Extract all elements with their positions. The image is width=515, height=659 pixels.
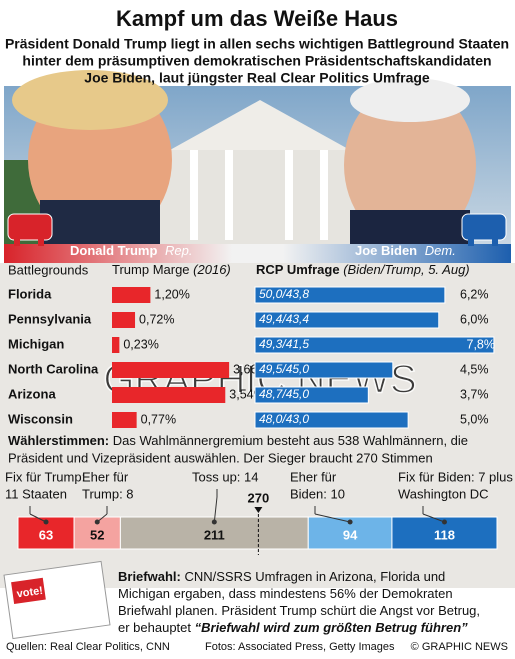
leader-line [29,513,47,523]
trump-name: Donald Trump [70,243,157,258]
poll-label: 50,0/43,8 [259,287,309,301]
mail-text: Briefwahl: CNN/SSRS Umfragen in Arizona,… [118,569,445,584]
biden-name: Joe Biden [355,243,417,258]
state-name: Pennsylvania [8,311,92,326]
biden-label: Joe Biden Dem. [355,243,456,258]
mail-icon-text: vote! [16,585,44,601]
biden-lead-label: 3,7% [460,387,489,401]
poll-label: 49,4/43,4 [259,312,309,326]
electoral-value: 63 [39,527,53,542]
electoral-group-label: Toss up: 14 [192,469,259,484]
footer-copyright: © GRAPHIC NEWS [411,641,508,653]
subtitle-line: Präsident Donald Trump liegt in allen se… [5,36,509,52]
subtitle-line: Joe Biden, laut jüngster Real Clear Poli… [84,70,430,86]
electoral-segment [17,516,75,550]
electoral-lead: Wählerstimmen: [8,433,109,448]
state-name: Arizona [8,386,56,401]
electoral-text: Wählerstimmen: Das Wahlmännergremium bes… [8,433,468,448]
leader-dot [347,519,353,525]
footer-sources: Quellen: Real Clear Politics, CNN [6,641,170,653]
biden-lead-bar [254,311,440,329]
column-margin-note: (2016) [193,262,231,277]
electoral-group-label: Trump: 8 [82,486,134,501]
state-name: Wisconsin [8,411,73,426]
mail-line-text: Briefwahl planen. Präsident Trump schürt… [118,603,480,618]
column-margin-title: Trump Marge [112,262,190,277]
poll-label: 49,5/45,0 [259,362,309,376]
leader-line [314,513,351,523]
trump-party: Rep. [165,243,192,258]
biden-lead-label: 6,2% [460,287,489,301]
electoral-group-label: Eher für [290,469,337,484]
trump-margin-label: 0,72% [139,312,174,326]
photo [4,70,511,263]
trump-margin-bar [112,287,151,303]
leader-dot [211,519,217,525]
majority-label: 270 [248,490,270,505]
trump-margin-bar [112,412,137,428]
mail-line-text: Michigan ergaben, dass mindestens 56% de… [118,586,453,601]
electoral-value: 94 [343,527,358,542]
biden-lead-bar [254,411,409,429]
electoral-line: Präsident und Vizepräsident auswählen. D… [8,450,433,465]
poll-label: 48,0/43,0 [259,412,309,426]
column-poll: RCP Umfrage (Biden/Trump, 5. Aug) [256,262,470,277]
column-poll-title: RCP Umfrage [256,262,340,277]
trump-label: Donald Trump Rep. [70,243,192,258]
mail-lead: Briefwahl: [118,569,181,584]
state-name: Michigan [8,336,64,351]
mail-line: er behauptet [118,620,195,635]
title: Kampf um das Weiße Haus [116,6,398,31]
poll-label: 49,3/41,5 [259,337,309,351]
footer-photos: Fotos: Associated Press, Getty Images [205,641,395,653]
mail-line: CNN/SSRS Umfragen in Arizona, Florida un… [181,569,445,584]
electoral-line: Das Wahlmännergremium besteht aus 538 Wa… [109,433,468,448]
mail-line-text: er behauptet “Briefwahl wird zum größten… [118,620,468,635]
trump-margin-bar [112,337,120,353]
leader-line [213,496,218,523]
biden-lead-bar [254,386,369,404]
leader-dot [441,519,447,525]
trump-margin-label: 1,20% [154,287,189,301]
mail-line: Briefwahl planen. Präsident Trump schürt… [118,603,480,618]
electoral-group-label: Biden: 10 [290,486,345,501]
biden-lead-label: 5,0% [460,412,489,426]
electoral-group-label: Fix für Trump: [5,469,85,484]
electoral-group-label: Washington DC [398,486,489,501]
leader-dot [94,519,100,525]
electoral-value: 211 [204,527,225,542]
column-states: Battlegrounds [8,262,89,277]
mail-line: Michigan ergaben, dass mindestens 56% de… [118,586,453,601]
trump-margin-bar [112,362,230,378]
electoral-value: 118 [434,527,455,542]
biden-party: Dem. [425,243,456,258]
biden-lead-bar [254,336,495,354]
leader-line [422,513,445,523]
leader-dot [43,519,49,525]
trump-margin-bar [112,387,226,403]
poll-label: 48,7/45,0 [259,387,309,401]
column-poll-note: (Biden/Trump, 5. Aug) [343,262,469,277]
biden-lead-bar [254,286,446,304]
state-name: North Carolina [8,361,99,376]
biden-lead-label: 4,5% [460,362,489,376]
electoral-group-label: 11 Staaten [5,486,67,501]
electoral-group-label: Eher für [82,469,129,484]
subtitle-line: hinter dem präsumptiven demokratischen P… [22,53,491,69]
mail-icon: vote! [3,560,111,640]
biden-lead-bar [254,361,394,379]
mail-quote: “Briefwahl wird zum größten Betrug führe… [195,620,469,635]
biden-lead-label: 7,8% [467,337,496,351]
trump-margin-bar [112,312,136,328]
majority-arrow [254,507,263,513]
trump-margin-label: 0,77% [141,412,176,426]
state-name: Florida [8,286,52,301]
trump-margin-label: 0,23% [123,337,158,351]
electoral-group-label: Fix für Biden: 7 plus [398,469,513,484]
electoral-value: 52 [90,527,104,542]
biden-lead-label: 6,0% [460,312,489,326]
column-margin: Trump Marge (2016) [112,262,231,277]
